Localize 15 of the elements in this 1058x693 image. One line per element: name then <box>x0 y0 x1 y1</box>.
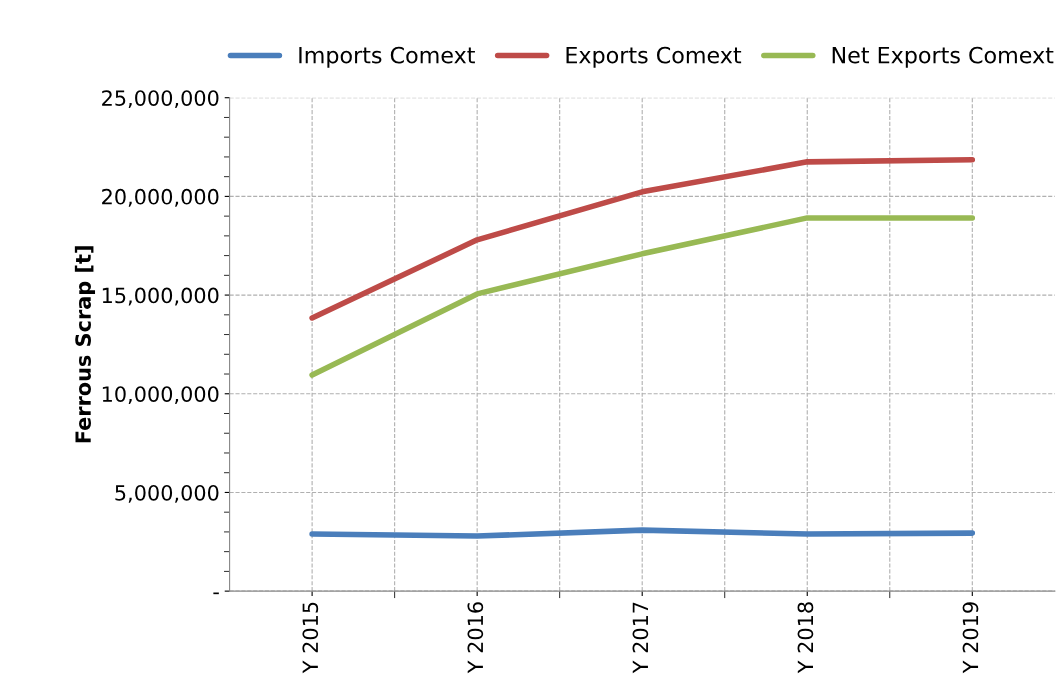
y-tick-label: 5,000,000 <box>115 484 219 503</box>
y-tick-label: 25,000,000 <box>102 90 219 109</box>
y-tick-label: 15,000,000 <box>102 287 219 306</box>
legend-label: Imports Comext <box>299 46 475 68</box>
y-tick-label: 10,000,000 <box>102 386 219 405</box>
y-axis-title: Ferrous Scrap [t] <box>74 246 96 443</box>
legend-label: Exports Comext <box>566 46 742 68</box>
y-tick-label: 20,000,000 <box>102 188 219 207</box>
x-tick-label: Y 2015 <box>302 602 319 674</box>
x-tick-label: Y 2019 <box>962 602 979 674</box>
x-tick-label: Y 2017 <box>632 602 649 674</box>
x-tick-label: Y 2018 <box>797 602 814 674</box>
y-tick-label: - <box>213 592 219 595</box>
x-tick-label: Y 2016 <box>467 602 484 674</box>
legend-label: Net Exports Comext <box>832 46 1054 68</box>
